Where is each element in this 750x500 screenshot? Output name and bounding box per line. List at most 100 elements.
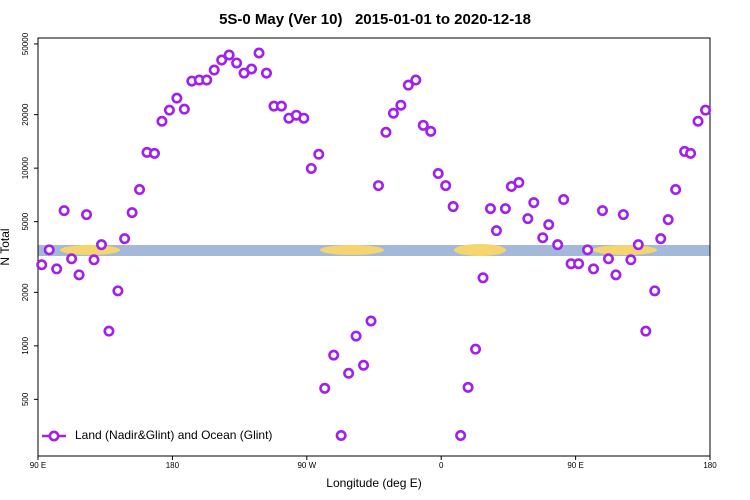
data-point <box>81 209 93 221</box>
x-tick-label: 90 E <box>567 461 583 470</box>
data-point <box>246 63 258 75</box>
land-patch <box>320 245 384 255</box>
data-point <box>43 244 55 256</box>
data-point <box>625 254 637 266</box>
data-point <box>171 92 183 104</box>
data-point <box>148 147 160 159</box>
data-point <box>328 349 340 361</box>
chart-title: 5S-0 May (Ver 10) 2015-01-01 to 2020-12-… <box>219 11 531 28</box>
data-point <box>477 272 489 284</box>
data-point <box>126 207 138 219</box>
data-point <box>156 115 168 127</box>
data-point <box>395 99 407 111</box>
data-point <box>58 205 70 217</box>
plot-frame <box>37 37 711 457</box>
data-point <box>513 177 525 189</box>
y-tick-label: 50000 <box>21 32 30 55</box>
data-point <box>499 203 511 215</box>
x-tick-label: 90 E <box>30 461 46 470</box>
data-point <box>112 285 124 297</box>
data-point <box>372 180 384 192</box>
x-tick-label: 180 <box>703 461 717 470</box>
data-point <box>692 115 704 127</box>
data-point <box>617 209 629 221</box>
y-tick-label: 500 <box>21 392 30 406</box>
data-point <box>298 112 310 124</box>
data-point <box>231 57 243 69</box>
y-tick-label: 2000 <box>21 283 30 301</box>
data-point <box>305 162 317 174</box>
data-point <box>73 269 85 281</box>
data-point <box>490 225 502 237</box>
data-point <box>528 197 540 209</box>
data-point <box>343 367 355 379</box>
y-tick-label: 5000 <box>21 212 30 230</box>
x-tick-label: 0 <box>439 461 444 470</box>
data-point <box>470 343 482 355</box>
data-point <box>358 359 370 371</box>
data-point <box>649 285 661 297</box>
data-point <box>588 263 600 275</box>
data-point <box>558 194 570 206</box>
data-point <box>484 203 496 215</box>
y-tick-label: 20000 <box>21 103 30 126</box>
data-point <box>670 184 682 196</box>
data-point <box>260 67 272 79</box>
data-point <box>552 239 564 251</box>
x-axis-label: Longitude (deg E) <box>326 476 421 490</box>
data-point <box>417 119 429 131</box>
data-point <box>537 232 549 244</box>
data-point <box>365 315 377 327</box>
data-point <box>447 201 459 213</box>
data-point <box>163 104 175 116</box>
data-point <box>66 253 78 265</box>
data-point <box>36 259 48 271</box>
y-tick-label: 1000 <box>21 336 30 354</box>
x-tick-label: 180 <box>166 461 180 470</box>
data-point <box>602 253 614 265</box>
data-point <box>640 325 652 337</box>
data-point <box>425 125 437 137</box>
data-point <box>223 49 235 61</box>
data-point <box>662 214 674 226</box>
data-point <box>119 233 131 245</box>
data-point <box>402 79 414 91</box>
data-point <box>178 103 190 115</box>
data-point <box>319 382 331 394</box>
data-point <box>610 269 622 281</box>
data-point <box>253 47 265 59</box>
data-point <box>335 430 347 442</box>
data-point <box>410 74 422 86</box>
land-patch <box>593 245 657 255</box>
y-tick-label: 10000 <box>21 156 30 179</box>
data-point <box>88 254 100 266</box>
data-point <box>632 239 644 251</box>
data-point <box>455 430 467 442</box>
y-axis-label: N Total <box>0 228 12 265</box>
data-point <box>95 239 107 251</box>
land-patch <box>60 245 120 255</box>
data-point <box>655 233 667 245</box>
data-point <box>134 184 146 196</box>
legend-marker <box>48 430 60 442</box>
data-point <box>208 64 220 76</box>
data-point <box>522 213 534 225</box>
data-point <box>313 148 325 160</box>
data-point <box>275 100 287 112</box>
data-point <box>201 74 213 86</box>
data-point <box>432 168 444 180</box>
data-point <box>440 180 452 192</box>
data-point <box>462 381 474 393</box>
legend-label: Land (Nadir&Glint) and Ocean (Glint) <box>75 428 272 442</box>
data-point <box>387 107 399 119</box>
data-point <box>685 147 697 159</box>
x-tick-label: 90 W <box>297 461 316 470</box>
data-point <box>350 330 362 342</box>
data-point <box>216 54 228 66</box>
data-point <box>582 244 594 256</box>
data-point <box>543 219 555 231</box>
data-point <box>103 325 115 337</box>
data-point <box>380 126 392 138</box>
data-point <box>596 205 608 217</box>
